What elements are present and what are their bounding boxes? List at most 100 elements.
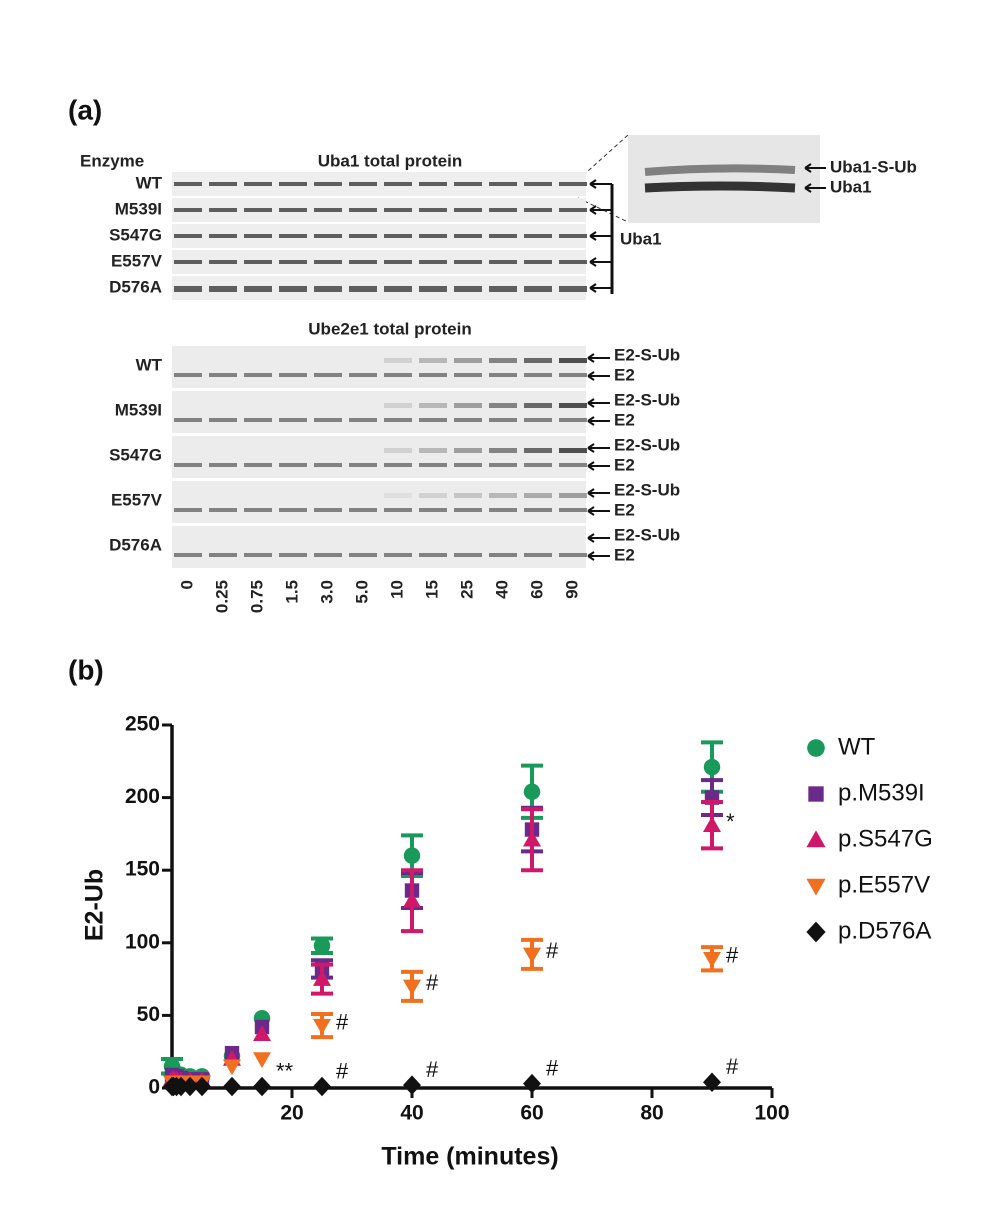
band	[524, 463, 552, 467]
band	[419, 234, 447, 238]
band	[489, 403, 517, 408]
x-tick-label: 40	[400, 1102, 423, 1125]
band	[279, 418, 307, 422]
band	[349, 373, 377, 377]
band	[314, 508, 342, 512]
y-axis-label: E2-Ub	[81, 869, 109, 941]
band	[384, 208, 412, 212]
legend-marker	[806, 921, 826, 943]
band-label: E2-S-Ub	[614, 480, 680, 499]
band	[209, 234, 237, 238]
arrow	[589, 283, 612, 293]
inset-blot	[628, 135, 820, 223]
band	[384, 553, 412, 557]
band	[524, 373, 552, 377]
band	[209, 182, 237, 186]
point	[253, 1052, 271, 1068]
enzyme-label: S547G	[109, 445, 162, 464]
band	[454, 448, 482, 453]
lane-label: 0	[177, 580, 196, 589]
point	[313, 937, 331, 954]
point	[313, 1076, 331, 1097]
enzyme-label: WT	[136, 173, 163, 192]
band	[244, 508, 272, 512]
point	[253, 1076, 271, 1097]
band	[209, 418, 237, 422]
arrow	[589, 231, 612, 241]
lane-label: 40	[492, 580, 511, 599]
band	[454, 286, 482, 292]
band	[349, 182, 377, 186]
band	[524, 418, 552, 422]
y-tick-label: 150	[125, 858, 160, 881]
band	[454, 208, 482, 212]
band	[559, 234, 587, 238]
legend-label: p.E557V	[838, 871, 930, 898]
x-tick-label: 60	[520, 1102, 543, 1125]
band	[314, 260, 342, 264]
arrow	[587, 533, 610, 543]
band	[419, 373, 447, 377]
band	[174, 553, 202, 557]
band	[524, 260, 552, 264]
x-tick-label: 80	[640, 1102, 663, 1125]
band	[244, 418, 272, 422]
enzyme-label: D576A	[109, 535, 162, 554]
legend-label: WT	[838, 733, 876, 760]
x-tick-label: 100	[754, 1102, 789, 1125]
annotation: #	[726, 1054, 739, 1079]
band	[524, 182, 552, 186]
band	[174, 260, 202, 264]
band	[559, 463, 587, 467]
arrow	[587, 416, 610, 426]
band	[524, 234, 552, 238]
band	[419, 182, 447, 186]
point	[523, 1073, 541, 1094]
enzyme-label: D576A	[109, 277, 162, 296]
band-label: E2	[614, 365, 635, 384]
band	[384, 373, 412, 377]
band	[314, 553, 342, 557]
band	[279, 182, 307, 186]
band	[349, 208, 377, 212]
band	[209, 553, 237, 557]
band	[559, 448, 587, 453]
lane-label: 90	[562, 580, 581, 599]
point	[313, 970, 331, 986]
annotation: **	[276, 1058, 294, 1083]
band	[489, 418, 517, 422]
band	[314, 286, 342, 292]
band	[279, 234, 307, 238]
legend-marker	[806, 830, 826, 848]
point	[403, 847, 421, 864]
band-label: E2-S-Ub	[614, 345, 680, 364]
band	[419, 208, 447, 212]
arrow	[587, 353, 610, 363]
blot-strip	[172, 526, 586, 568]
band	[524, 448, 552, 453]
band	[384, 418, 412, 422]
band	[244, 208, 272, 212]
band	[559, 182, 587, 186]
band	[384, 358, 412, 363]
point	[403, 979, 421, 996]
band	[314, 373, 342, 377]
point	[403, 1075, 421, 1095]
band	[419, 403, 447, 408]
lane-label: 0.25	[212, 580, 231, 613]
band-label: E2	[614, 410, 635, 429]
lane-label: 5.0	[352, 580, 371, 604]
band	[174, 208, 202, 212]
band	[174, 418, 202, 422]
lane-label: 10	[387, 580, 406, 599]
band	[489, 260, 517, 264]
band	[454, 508, 482, 512]
annotation: #	[426, 1057, 439, 1082]
band	[524, 286, 552, 292]
lane-label: 60	[527, 580, 546, 599]
band	[349, 234, 377, 238]
legend-label: p.D576A	[838, 917, 931, 944]
band	[209, 463, 237, 467]
legend-label: p.S547G	[838, 825, 933, 852]
band	[559, 358, 587, 363]
